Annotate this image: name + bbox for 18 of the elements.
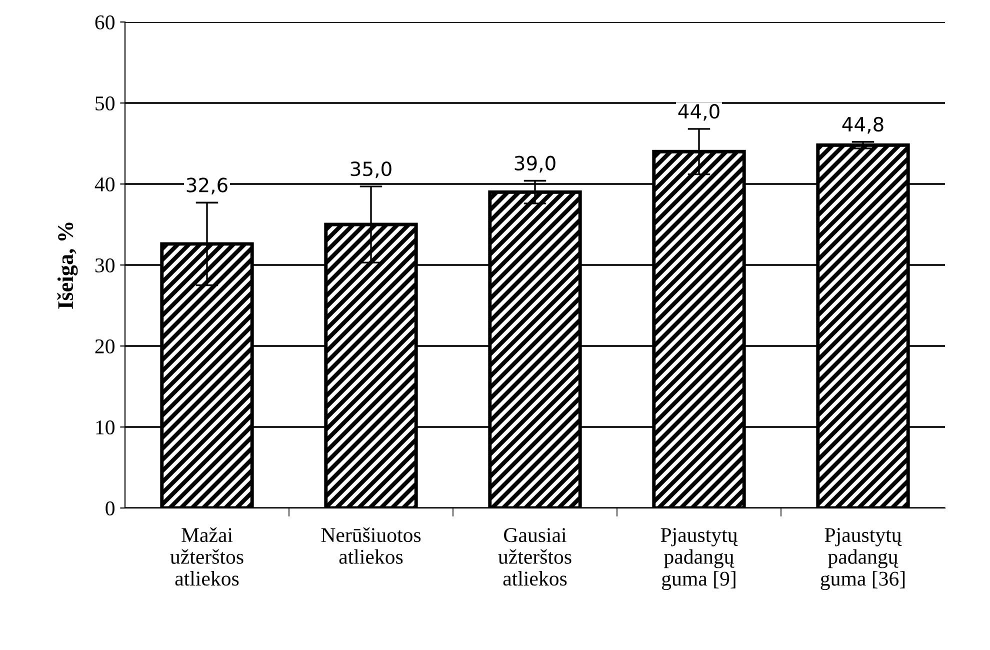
y-tick-label: 0: [106, 501, 114, 516]
data-label: 35,0: [350, 161, 392, 178]
y-tick-label: 60: [95, 15, 114, 30]
x-tick-label: Mažai užterštos atliekos: [170, 527, 244, 586]
y-axis-title: Išeiga, %: [57, 222, 78, 309]
data-label: 39,0: [514, 156, 556, 172]
data-label: 44,8: [842, 116, 884, 134]
y-tick-label: 10: [96, 420, 114, 434]
x-tick-label: Nerūšiuotos atliekos: [321, 527, 421, 564]
y-tick-label: 20: [95, 339, 114, 354]
y-tick-label: 40: [94, 177, 114, 192]
x-tick-label: Pjaustytų padangų guma [36]: [820, 528, 905, 590]
y-tick-label: 50: [96, 96, 114, 110]
y-tick-label: 30: [95, 258, 114, 272]
data-label: 32,6: [186, 178, 228, 194]
x-tick-label: Gausiai užterštos atliekos: [498, 528, 572, 586]
x-tick-label: Pjaustytų padangų guma [9]: [660, 528, 738, 590]
data-label: 44,0: [678, 104, 720, 121]
